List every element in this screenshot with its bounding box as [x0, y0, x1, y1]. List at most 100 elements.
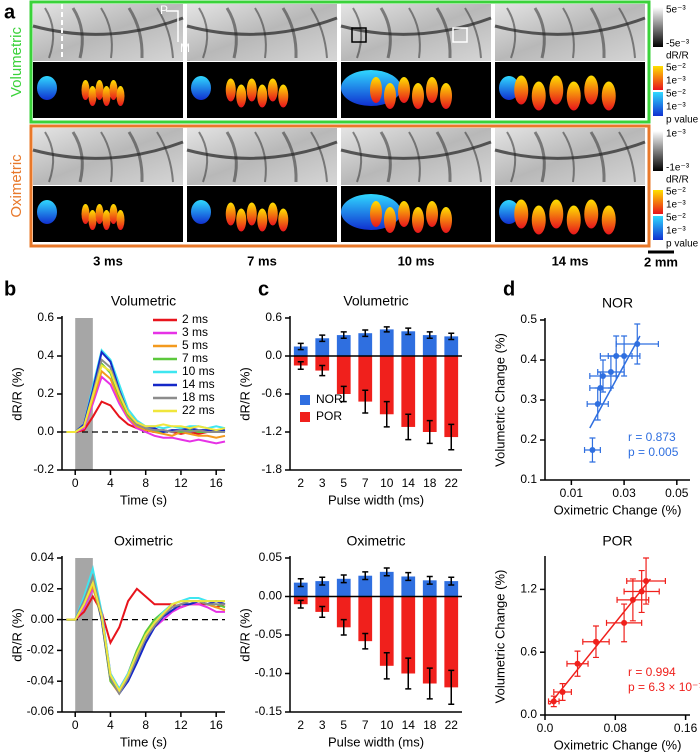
y-axis-label: Volumetric Change (%) — [492, 333, 507, 467]
bar — [293, 582, 308, 597]
colorbar-label: 5e⁻³ — [666, 5, 686, 16]
vessel — [494, 16, 646, 36]
x-axis-label: Oximetric Change (%) — [554, 737, 682, 752]
x-tick-label: 18 — [423, 718, 437, 732]
bar — [336, 596, 351, 628]
legend-label: POR — [316, 409, 342, 423]
red-region — [514, 75, 529, 105]
point — [550, 698, 557, 705]
y-tick-label: -0.6 — [261, 386, 282, 400]
chart-title: NOR — [602, 295, 633, 311]
x-tick-label: 7 — [362, 476, 369, 490]
x-tick-label: 10 — [380, 476, 394, 490]
x-tick-label: 5 — [340, 476, 347, 490]
red-region — [109, 80, 118, 100]
colorbar-label: 1e⁻³ — [666, 226, 686, 237]
bar — [422, 356, 437, 432]
vessel — [562, 131, 575, 183]
red-region — [384, 83, 396, 109]
y-tick-label: -0.2 — [33, 462, 54, 476]
x-tick-label: 22 — [445, 718, 459, 732]
vessel — [225, 131, 238, 183]
bar — [444, 336, 459, 356]
blue-region — [37, 200, 57, 224]
point — [574, 660, 581, 667]
error-bar — [426, 419, 433, 445]
error-bar — [405, 657, 412, 690]
blue-region — [37, 76, 57, 100]
red-region — [370, 201, 382, 227]
bar — [379, 571, 394, 597]
red-region — [257, 208, 268, 232]
red-region — [236, 208, 247, 232]
error-bar — [448, 669, 455, 706]
point — [621, 353, 628, 359]
colorbar-label: 5e⁻² — [666, 213, 686, 224]
colorbar-label: 1e⁻³ — [666, 129, 686, 140]
y-tick-label: 0.0 — [265, 348, 282, 362]
bar — [358, 333, 373, 356]
y-tick-label: -0.06 — [27, 704, 55, 718]
x-tick-label: 12 — [174, 476, 188, 490]
vessel — [533, 7, 546, 59]
x-tick-label: 18 — [423, 476, 437, 490]
column-label: 3 ms — [93, 253, 123, 268]
vessel — [379, 7, 392, 59]
error-bar — [383, 326, 390, 333]
error-bar — [340, 385, 347, 403]
colorbar-unit: p value — [666, 239, 699, 250]
error-bar — [340, 574, 347, 584]
orientation-label: M — [180, 41, 190, 55]
blue-region — [191, 76, 211, 100]
red-region — [278, 208, 289, 232]
error-bar — [319, 576, 326, 586]
bar — [358, 575, 373, 597]
error-bar — [448, 576, 455, 586]
vessel — [464, 7, 482, 59]
y-axis-label: Volumetric Change (%) — [492, 570, 507, 704]
point — [607, 369, 614, 375]
x-tick-label: 14 — [402, 718, 416, 732]
red-region — [412, 207, 424, 233]
red-region — [440, 207, 452, 233]
vessel — [562, 7, 575, 59]
vessel — [156, 131, 174, 183]
error-bar — [405, 413, 412, 441]
y-tick-label: -1.8 — [261, 462, 282, 476]
red-region — [236, 84, 247, 108]
colorbar-gray — [653, 131, 663, 171]
error-bar — [362, 329, 369, 338]
red-region — [116, 210, 125, 230]
panel-label: a — [4, 1, 16, 23]
x-tick-label: 7 — [362, 718, 369, 732]
bar — [422, 596, 437, 684]
error-bar — [383, 567, 390, 577]
y-tick-label: 0.6 — [265, 310, 282, 324]
point — [589, 447, 596, 453]
series-line — [66, 369, 226, 439]
x-tick-label: 3 — [319, 476, 326, 490]
error-bar — [426, 667, 433, 700]
error-bar — [448, 332, 455, 341]
bar — [336, 356, 351, 394]
red-region — [102, 86, 111, 106]
colorbar-label: 1e⁻³ — [666, 200, 686, 211]
red-region — [531, 81, 546, 111]
x-tick-label: 0 — [72, 476, 79, 490]
vessel — [618, 131, 636, 183]
y-tick-label: 0.00 — [31, 612, 55, 626]
x-axis-label: Pulse width (ms) — [328, 734, 424, 749]
point — [559, 688, 566, 695]
y-axis-label: dR/R (%) — [237, 608, 252, 661]
panel-label: c — [258, 278, 269, 300]
x-axis-label: Oximetric Change (%) — [554, 502, 682, 517]
point — [629, 596, 636, 603]
vessel — [379, 131, 392, 183]
error-bar — [297, 360, 304, 371]
vessel — [618, 7, 636, 59]
bar — [379, 596, 394, 666]
colorbar-hot — [653, 66, 663, 90]
red-region — [246, 78, 257, 102]
vessel — [186, 16, 338, 36]
legend-label: 10 ms — [182, 364, 215, 378]
